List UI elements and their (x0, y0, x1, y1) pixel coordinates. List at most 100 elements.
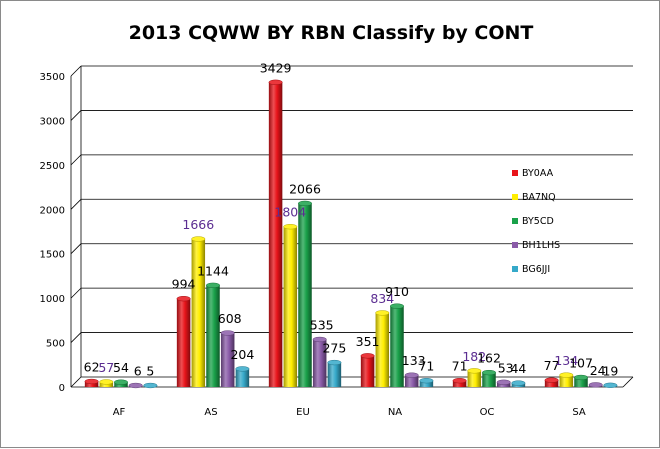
gridline-side (70, 287, 82, 299)
data-label: 44 (510, 361, 526, 376)
bar-top-ba7nq-na (375, 310, 390, 316)
bar-top-bh1lhs-na (404, 372, 419, 378)
x-tick-label: AF (113, 407, 126, 418)
x-tick-label: OC (480, 407, 495, 418)
bar-top-bh1lhs-sa (588, 382, 603, 388)
data-label: 3429 (260, 60, 292, 75)
bar-top-by0aa-af (84, 378, 99, 385)
gridline-side (70, 243, 82, 254)
data-label: 608 (218, 311, 242, 326)
legend-swatch-ba7nq (512, 194, 518, 200)
gridline-side (70, 65, 82, 77)
gridline-side (70, 110, 82, 121)
legend-label-ba7nq: BA7NQ (522, 192, 556, 203)
data-label: 535 (310, 317, 334, 332)
bar-top-by5cd-na (390, 303, 404, 309)
bar-bh1lhs-as (220, 332, 235, 387)
x-tick-label: SA (572, 407, 586, 418)
bar-top-bh1lhs-as (220, 330, 235, 336)
data-label: 275 (322, 341, 346, 356)
x-tick-label: NA (388, 407, 402, 418)
bar-by0aa-af (84, 381, 99, 387)
data-label: 77 (544, 358, 560, 373)
data-label: 107 (569, 355, 593, 370)
y-tick-label: 3000 (40, 116, 65, 127)
legend-label-by5cd: BY5CD (522, 216, 554, 227)
bar-bg6jji-na (419, 380, 434, 387)
y-tick-label: 1500 (40, 250, 65, 261)
y-tick-label: 500 (46, 339, 65, 350)
bar-by0aa-as (176, 298, 191, 387)
bar-by5cd-sa (574, 377, 588, 387)
data-label: 6 (134, 364, 142, 379)
data-label: 204 (230, 347, 254, 362)
bar-top-ba7nq-oc (467, 368, 482, 374)
bar-top-bg6jji-na (419, 378, 434, 384)
bar-top-ba7nq-af (99, 379, 114, 385)
x-axis-categories: AF AS EU NA OC SA (113, 407, 586, 418)
chart-title: 2013 CQWW BY RBN Classify by CONT (129, 22, 534, 44)
bar-top-ba7nq-as (191, 236, 206, 242)
data-label: 5 (146, 364, 154, 379)
y-tick-label: 1000 (40, 294, 65, 305)
x-tick-label: EU (296, 407, 310, 418)
legend-label-bh1lhs: BH1LHS (522, 240, 560, 251)
gridline-side (70, 376, 82, 388)
bar-by0aa-eu (268, 82, 283, 387)
bar-top-bg6jji-af (143, 382, 158, 389)
y-tick-label: 0 (59, 383, 65, 394)
bar-top-ba7nq-eu (283, 224, 298, 230)
bar-by5cd-as (206, 285, 220, 387)
data-label: 162 (477, 351, 501, 366)
y-tick-label: 2500 (40, 161, 65, 172)
bar-ba7nq-as (191, 238, 206, 387)
gridline-side (70, 199, 82, 210)
data-label: 994 (172, 277, 196, 292)
data-label: 834 (370, 291, 394, 306)
data-label: 134 (554, 353, 578, 368)
bar-top-by5cd-sa (574, 374, 588, 381)
bar-top-bh1lhs-oc (496, 379, 511, 385)
bar-bg6jji-eu (327, 362, 342, 387)
bar-ba7nq-eu (283, 226, 298, 387)
y-tick-label: 3500 (40, 72, 65, 83)
legend-label-bg6jji: BG6JJI (522, 264, 550, 275)
bar-top-by5cd-af (114, 379, 128, 385)
bar-top-bh1lhs-eu (312, 336, 327, 343)
data-label: 57 (98, 360, 114, 375)
floor-edge (622, 376, 634, 388)
bar-top-bh1lhs-af (128, 382, 143, 389)
bar-bg6jji-as (235, 368, 250, 387)
data-label: 182 (462, 349, 486, 364)
data-label: 133 (402, 353, 426, 368)
bar-top-bg6jji-as (235, 366, 250, 372)
bar-by0aa-sa (544, 380, 559, 387)
legend-label-by0aa: BY0AA (522, 168, 554, 179)
bar-top-bg6jji-sa (603, 382, 618, 388)
x-tick-label: AS (204, 407, 217, 418)
data-label: 1666 (182, 217, 214, 232)
data-label: 910 (385, 284, 409, 299)
bar-top-by0aa-eu (268, 79, 283, 85)
bar-top-bg6jji-oc (511, 380, 526, 386)
bar-by0aa-oc (452, 380, 467, 387)
bar-by5cd-na (390, 306, 404, 387)
bar-top-by0aa-as (176, 296, 191, 302)
data-label: 19 (602, 363, 618, 378)
legend-swatch-by5cd (512, 218, 518, 224)
data-label: 71 (418, 359, 434, 374)
bar-top-bg6jji-eu (327, 359, 342, 366)
y-tick-label: 2000 (40, 205, 65, 216)
bar-by0aa-na (360, 355, 375, 387)
bar-top-by5cd-eu (298, 200, 312, 207)
bar-ba7nq-sa (559, 375, 574, 387)
legend: BY0AA BA7NQ BY5CD BH1LHS BG6JJI (512, 168, 560, 275)
data-label: 62 (84, 359, 100, 374)
data-label: 24 (590, 363, 606, 378)
data-label: 54 (113, 360, 129, 375)
legend-swatch-bh1lhs (512, 242, 518, 248)
gridline-side (70, 154, 82, 166)
